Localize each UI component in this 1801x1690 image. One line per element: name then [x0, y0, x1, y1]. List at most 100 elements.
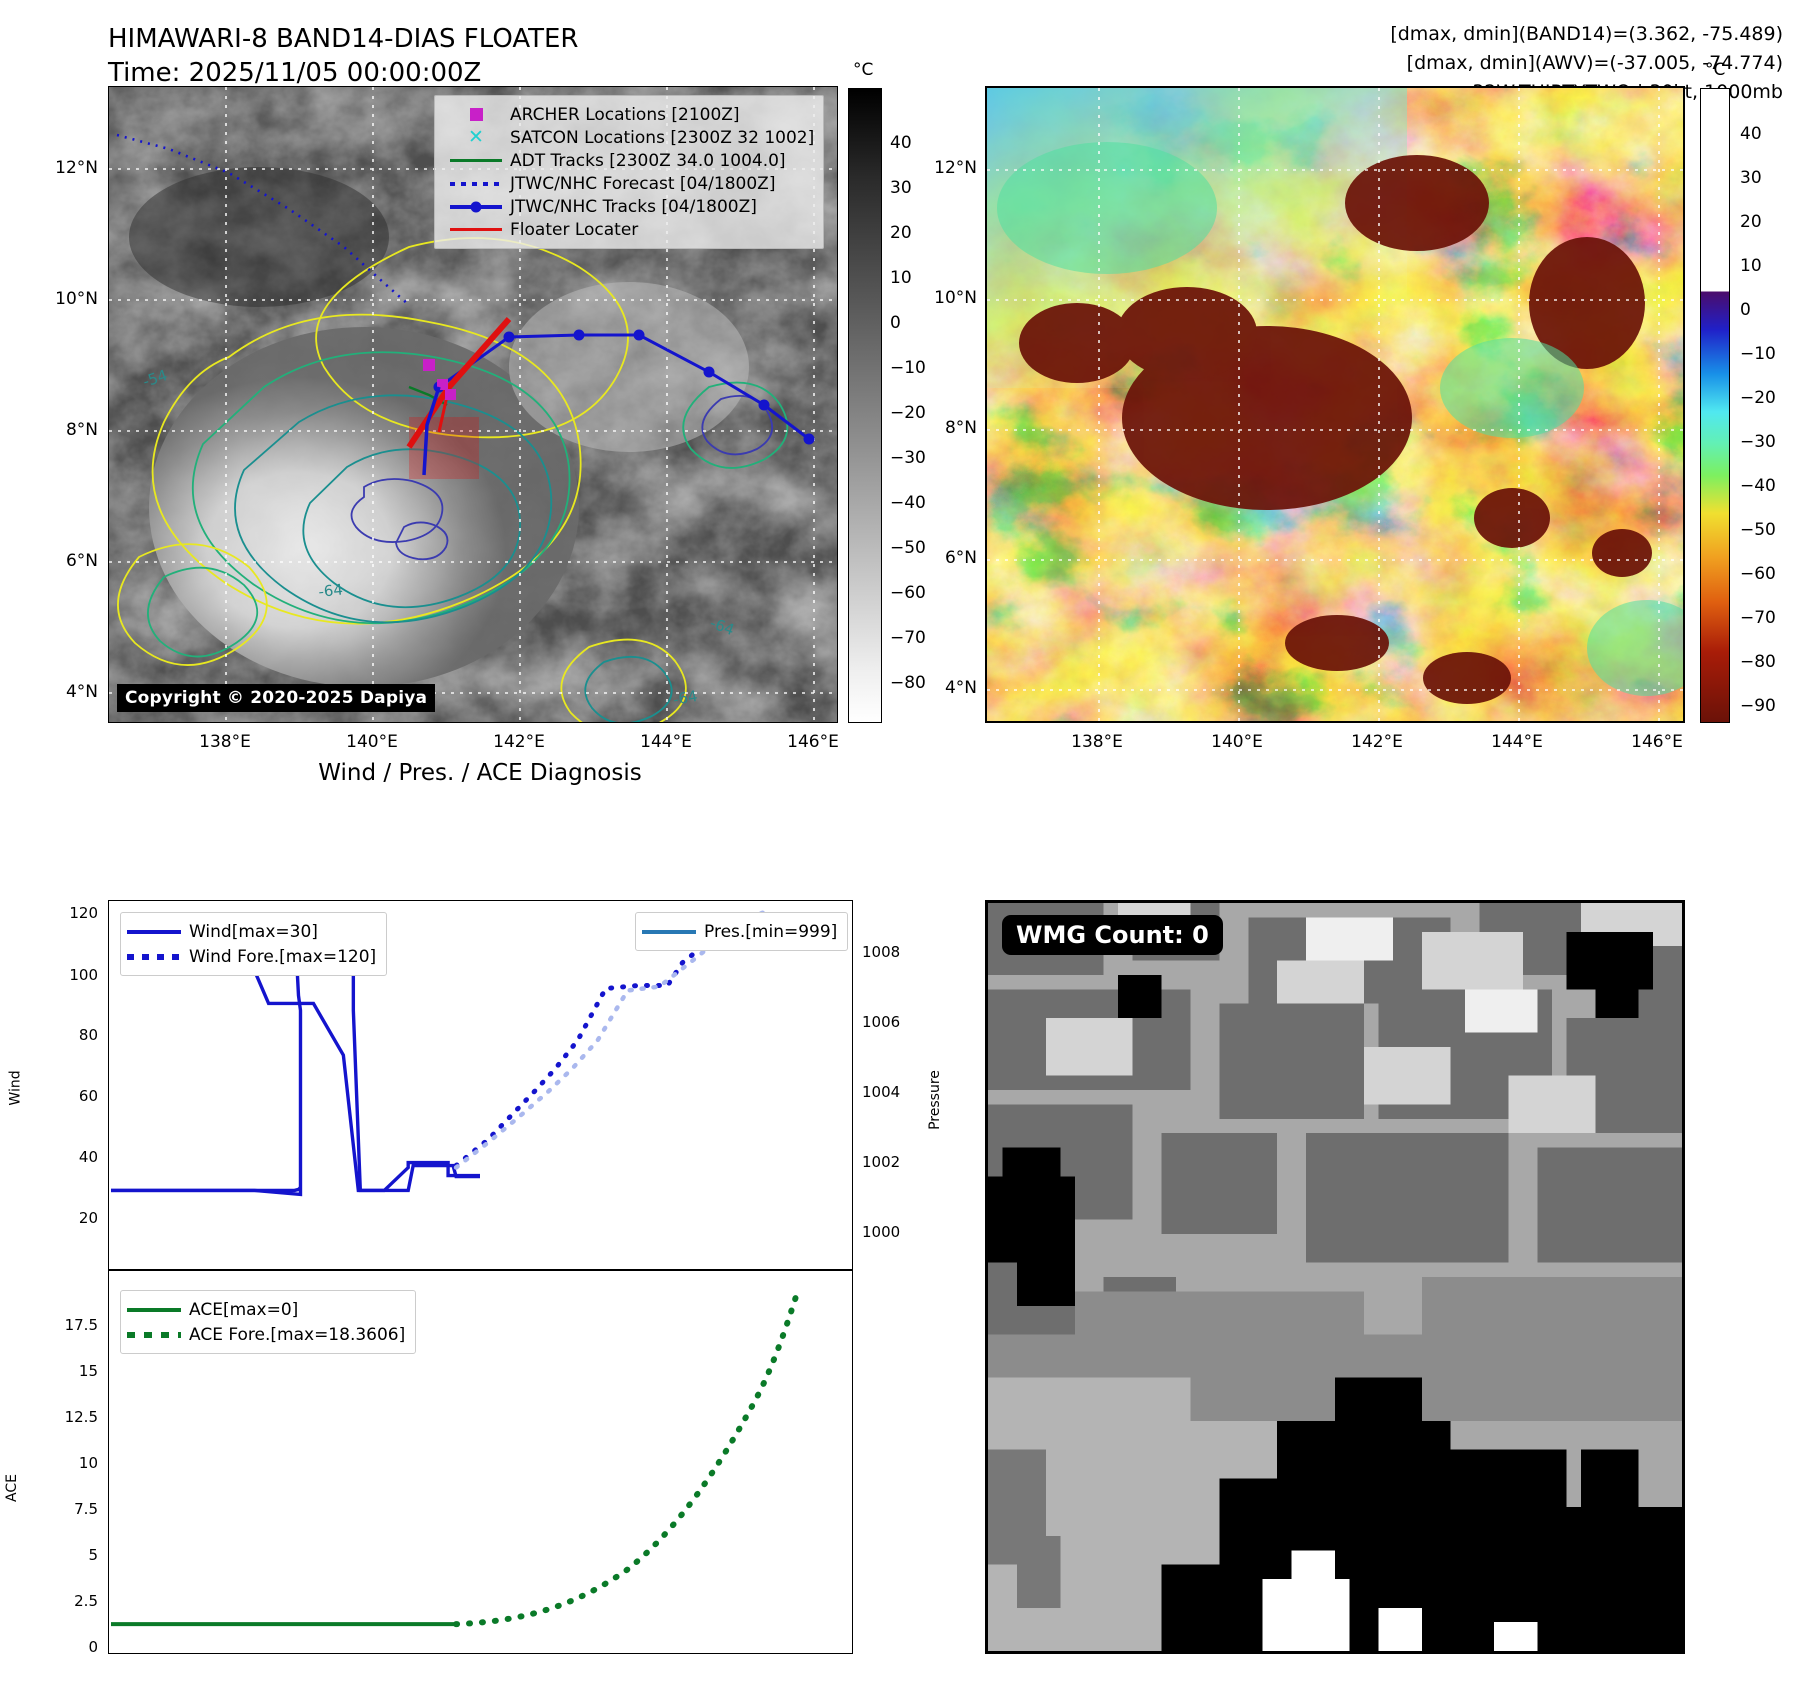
water-vapor-map[interactable] [985, 86, 1685, 723]
cb-tick: 0 [890, 313, 901, 333]
wv-imagery [987, 88, 1683, 721]
legend-label: Pres.[min=999] [704, 921, 838, 942]
wind-ytick: 60 [78, 1087, 98, 1105]
dotted-line-icon [127, 953, 189, 960]
cb-tick: 0 [1740, 300, 1751, 320]
ace-forecast-line [453, 1289, 801, 1628]
cb-tick: −40 [1740, 476, 1776, 496]
wind-ytick: 120 [69, 904, 98, 922]
ace-chart-legend: ACE[max=0] ACE Fore.[max=18.3606] [120, 1290, 417, 1354]
legend-item-ace: ACE[max=0] [127, 1297, 405, 1322]
legend-item-jtwc-forecast: JTWC/NHC Forecast [04/1800Z] [442, 172, 814, 195]
cb-tick: −40 [890, 493, 926, 513]
wind-ytick: 80 [78, 1026, 98, 1044]
pressure-ytick: 1000 [862, 1223, 901, 1241]
cb-tick: −60 [890, 583, 926, 603]
wind-chart-legend: Wind[max=30] Wind Fore.[max=120] [120, 912, 388, 976]
ir-xtick: 144°E [640, 732, 692, 752]
cb-tick: −10 [890, 358, 926, 378]
legend-label: ACE[max=0] [189, 1299, 299, 1320]
wmg-grid-map[interactable]: WMG Count: 0 [985, 900, 1685, 1654]
cb-tick: 30 [890, 178, 912, 198]
cb-tick: −30 [1740, 432, 1776, 452]
cb-tick: −50 [890, 538, 926, 558]
legend-label: Wind Fore.[max=120] [189, 946, 377, 967]
legend-item-adt-tracks: ADT Tracks [2300Z 34.0 1004.0] [442, 149, 814, 172]
wv-ytick: 12°N [934, 158, 977, 178]
pressure-ytick: 1004 [862, 1083, 901, 1101]
wind-axis-label: Wind [7, 1070, 24, 1106]
legend-item-archer: ARCHER Locations [2100Z] [442, 103, 814, 126]
dmax-dmin-band14: [dmax, dmin](BAND14)=(3.362, -75.489) [1390, 23, 1783, 45]
pressure-ytick: 1008 [862, 943, 901, 961]
ir-ytick: 4°N [65, 682, 98, 702]
solid-line-icon [642, 929, 704, 934]
wv-colorbar [1700, 88, 1730, 723]
legend-label: JTWC/NHC Tracks [04/1800Z] [510, 196, 757, 217]
wind-series-line-2 [110, 1186, 302, 1193]
cb-tick: 10 [1740, 256, 1762, 276]
cb-tick: −10 [1740, 344, 1776, 364]
cb-tick: −90 [1740, 696, 1776, 716]
wv-xtick: 140°E [1211, 732, 1263, 752]
wv-ytick: 8°N [944, 418, 977, 438]
wmg-count-badge: WMG Count: 0 [1002, 915, 1223, 955]
cb-tick: −70 [1740, 608, 1776, 628]
ace-axis-label: ACE [3, 1474, 20, 1502]
square-marker-icon [442, 108, 510, 121]
dmax-dmin-awv: [dmax, dmin](AWV)=(-37.005, -74.774) [1406, 51, 1783, 74]
legend-label: ADT Tracks [2300Z 34.0 1004.0] [510, 150, 786, 171]
legend-item-jtwc-tracks: JTWC/NHC Tracks [04/1800Z] [442, 195, 814, 218]
ir-colorbar [848, 88, 882, 723]
wv-ytick: 6°N [944, 548, 977, 568]
svg-text:-64: -64 [318, 581, 344, 601]
ace-ytick: 17.5 [64, 1316, 98, 1334]
wind-ytick: 20 [78, 1209, 98, 1227]
ace-ytick: 12.5 [64, 1408, 98, 1426]
wv-xtick: 146°E [1631, 732, 1683, 752]
line-with-marker-icon [442, 204, 510, 209]
legend-item-floater-locater: Floater Locater [442, 218, 814, 241]
legend-label: SATCON Locations [2300Z 32 1002] [510, 127, 815, 148]
wv-colorbar-unit: °C [1705, 60, 1726, 80]
legend-item-wind: Wind[max=30] [127, 919, 376, 944]
cb-tick: 40 [890, 133, 912, 153]
ir-ytick: 8°N [65, 420, 98, 440]
cb-tick: −60 [1740, 564, 1776, 584]
cb-tick: −50 [1740, 520, 1776, 540]
legend-item-wind-forecast: Wind Fore.[max=120] [127, 944, 376, 969]
ace-ytick: 5 [88, 1546, 98, 1564]
title-line-2: Time: 2025/11/05 00:00:00Z [108, 58, 482, 89]
wv-xtick: 142°E [1351, 732, 1403, 752]
pressure-chart-legend: Pres.[min=999] [635, 912, 849, 951]
ir-xtick: 140°E [346, 732, 398, 752]
dotted-line-icon [127, 1331, 189, 1338]
pressure-series-line [453, 908, 770, 1170]
ir-ytick: 10°N [55, 289, 98, 309]
ace-ytick: 2.5 [74, 1592, 98, 1610]
solid-line-icon [442, 228, 510, 231]
solid-line-icon [442, 159, 510, 162]
ir-map-legend: ARCHER Locations [2100Z] ✕ SATCON Locati… [434, 95, 825, 249]
cb-tick: −20 [890, 403, 926, 423]
cb-tick: −80 [1740, 652, 1776, 672]
ir-satellite-map[interactable]: -54 -64 -64 -64 [108, 86, 838, 723]
cb-tick: 10 [890, 268, 912, 288]
legend-item-ace-forecast: ACE Fore.[max=18.3606] [127, 1322, 405, 1347]
ace-ytick: 10 [78, 1454, 98, 1472]
cb-tick: 20 [1740, 212, 1762, 232]
wv-xtick: 138°E [1071, 732, 1123, 752]
cb-tick: −70 [890, 628, 926, 648]
cb-tick: 40 [1740, 124, 1762, 144]
pressure-ytick: 1002 [862, 1153, 901, 1171]
ace-ytick: 0 [88, 1638, 98, 1656]
x-marker-icon: ✕ [468, 126, 484, 148]
cb-tick: 30 [1740, 168, 1762, 188]
pressure-ytick: 1006 [862, 1013, 901, 1031]
wv-xtick: 144°E [1491, 732, 1543, 752]
legend-label: ARCHER Locations [2100Z] [510, 104, 740, 125]
legend-label: JTWC/NHC Forecast [04/1800Z] [510, 173, 776, 194]
title-line-1: HIMAWARI-8 BAND14-DIAS FLOATER [108, 24, 579, 54]
copyright-badge: Copyright © 2020-2025 Dapiya [117, 684, 436, 712]
page-title: HIMAWARI-8 BAND14-DIAS FLOATER Time: 202… [108, 22, 578, 91]
